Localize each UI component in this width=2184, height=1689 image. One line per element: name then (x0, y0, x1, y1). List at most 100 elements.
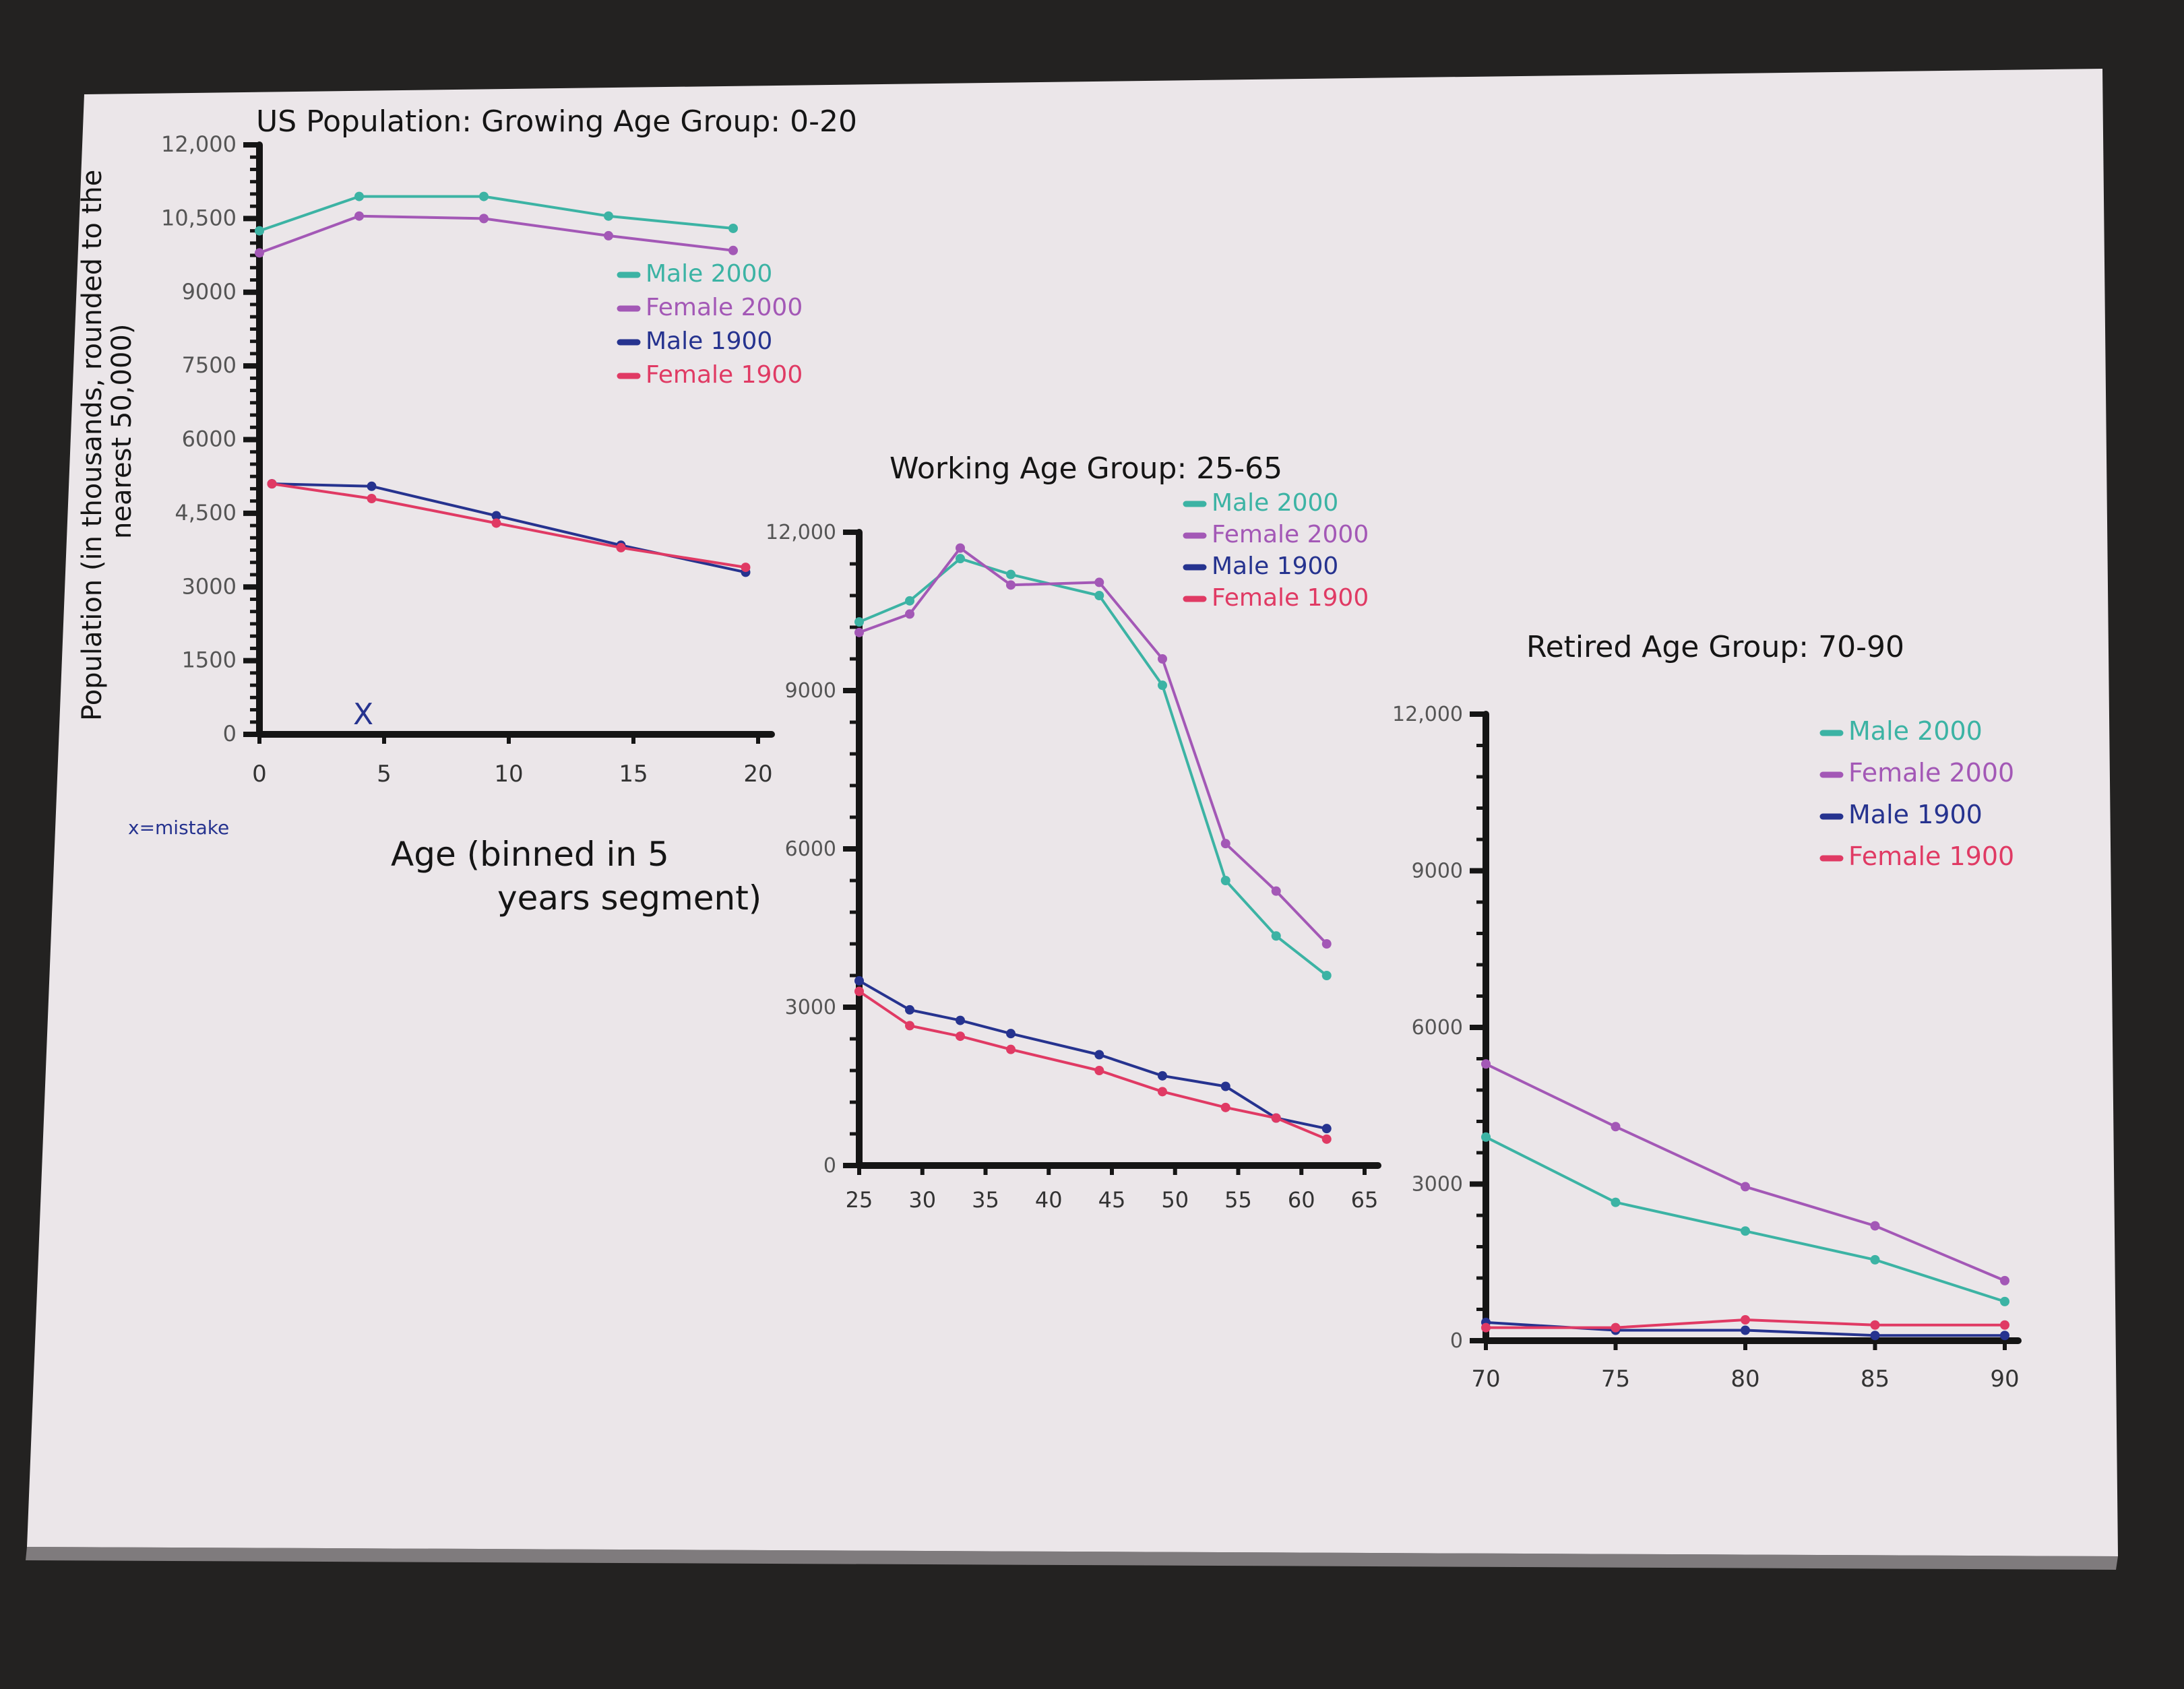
x-tick-label: 70 (1471, 1366, 1500, 1393)
paper-shadow-edge (26, 1547, 2118, 1570)
legend-label-male-2000: Male 2000 (1212, 489, 1338, 517)
y-tick-label: 6000 (182, 426, 237, 452)
data-point-female-1900 (2000, 1320, 2009, 1330)
data-point-female-1900 (1158, 1087, 1167, 1097)
data-point-female-2000 (1741, 1182, 1750, 1192)
data-point-female-1900 (1321, 1134, 1332, 1144)
data-point-male-1900 (1220, 1081, 1230, 1091)
data-point-female-1900 (367, 494, 377, 503)
x-tick-label: 60 (1288, 1187, 1315, 1213)
chart-retired-age-group: Retired Age Group: 70-90 0 3000 6000 9000 12,… (1392, 630, 2022, 1393)
data-point-female-1900 (1481, 1322, 1491, 1333)
data-point-female-2000 (905, 609, 914, 619)
x-tick-label: 10 (494, 761, 523, 788)
data-point-female-1900 (854, 986, 864, 996)
legend-label-female-1900: Female 1900 (646, 361, 803, 389)
x-tick-label: 55 (1224, 1187, 1252, 1213)
y-tick-label: 9000 (785, 679, 836, 703)
y-axis-label-line1: Population (in thousands, rounded to the (77, 170, 108, 721)
legend-label-male-1900: Male 1900 (1212, 552, 1338, 580)
legend-label-female-1900: Female 1900 (1212, 584, 1369, 612)
data-point-female-1900 (1006, 1044, 1016, 1054)
x-tick-label: 30 (908, 1187, 936, 1213)
x-tick-label: 25 (846, 1187, 873, 1213)
chart-growing-age-group: US Population: Growing Age Group: 0-20 0 1… (161, 104, 857, 788)
y-tick-label: 0 (823, 1154, 836, 1178)
legend-label-female-1900: Female 1900 (1848, 841, 2014, 871)
x-axis-label-line1: Age (binned in 5 (391, 835, 669, 874)
data-point-female-2000 (2000, 1275, 2009, 1285)
data-point-female-2000 (255, 248, 264, 258)
data-point-male-2000 (1611, 1197, 1621, 1207)
data-point-female-1900 (741, 563, 751, 573)
x-tick-label: 85 (1861, 1366, 1890, 1393)
x-tick-label: 35 (972, 1187, 999, 1213)
data-point-male-2000 (1271, 931, 1281, 941)
data-point-female-2000 (728, 245, 738, 255)
chart-working-age-group: Working Age Group: 25-65 0 3000 6000 9000 12,… (766, 451, 1381, 1213)
x-axis-label-line2: years segment) (497, 879, 761, 918)
y-tick-label: 0 (223, 721, 237, 746)
data-point-female-2000 (1220, 839, 1230, 849)
data-point-female-1900 (956, 1031, 965, 1042)
y-tick-label: 6000 (785, 837, 836, 861)
x-tick-label: 45 (1098, 1187, 1126, 1213)
y-axis-label: Population (in thousands, rounded to the… (77, 170, 137, 721)
x-tick-label: 90 (1990, 1366, 2019, 1393)
data-point-male-2000 (604, 211, 613, 221)
y-tick-label: 12,000 (766, 521, 836, 544)
y-tick-label: 12,000 (1392, 703, 1463, 726)
data-point-male-2000 (1006, 569, 1016, 579)
data-point-male-1900 (956, 1015, 965, 1025)
data-point-male-2000 (2000, 1296, 2009, 1306)
x-tick-label: 65 (1351, 1187, 1379, 1213)
data-point-female-2000 (1158, 654, 1167, 664)
data-point-female-1900 (905, 1021, 914, 1031)
y-tick-label: 3000 (182, 573, 237, 599)
legend-label-male-2000: Male 2000 (1848, 716, 1983, 746)
data-point-male-2000 (1158, 680, 1167, 691)
data-point-female-2000 (1094, 577, 1104, 587)
x-tick-label: 40 (1035, 1187, 1063, 1213)
data-point-male-1900 (1321, 1124, 1332, 1134)
data-point-male-2000 (479, 191, 489, 201)
data-point-male-2000 (956, 554, 965, 564)
data-point-male-2000 (854, 617, 864, 627)
legend-label-female-2000: Female 2000 (1212, 521, 1369, 548)
data-point-female-1900 (1741, 1315, 1750, 1325)
data-point-male-1900 (491, 511, 501, 521)
mistake-note: x=mistake (128, 817, 229, 839)
y-tick-label: 7500 (182, 352, 237, 378)
data-point-male-1900 (854, 976, 864, 986)
y-tick-label: 3000 (785, 996, 836, 1019)
data-point-female-1900 (1220, 1102, 1230, 1112)
data-point-female-1900 (1611, 1322, 1621, 1333)
x-tick-label: 50 (1161, 1187, 1189, 1213)
data-point-male-1900 (1006, 1029, 1016, 1039)
x-tick-label: 75 (1601, 1366, 1630, 1393)
data-point-female-2000 (604, 230, 613, 241)
y-tick-label: 1500 (182, 647, 237, 673)
paper-sheet (27, 69, 2118, 1556)
x-tick-label: 80 (1730, 1366, 1759, 1393)
y-axis-label-line2: nearest 50,000) (106, 324, 137, 539)
data-point-female-2000 (354, 211, 364, 221)
data-point-male-1900 (905, 1005, 914, 1015)
chart-title: Retired Age Group: 70-90 (1526, 630, 1904, 664)
data-point-female-2000 (1481, 1059, 1491, 1069)
data-point-male-1900 (1741, 1325, 1750, 1335)
y-tick-label: 0 (1450, 1329, 1463, 1353)
x-tick-label: 0 (252, 761, 267, 788)
data-point-male-2000 (1220, 876, 1230, 885)
y-tick-label: 10,500 (161, 205, 237, 230)
data-point-male-1900 (1158, 1071, 1167, 1081)
data-point-female-2000 (1870, 1221, 1880, 1231)
data-point-female-2000 (854, 627, 864, 637)
y-tick-label: 9000 (1412, 860, 1463, 883)
data-point-male-2000 (728, 223, 738, 233)
data-point-male-2000 (1870, 1254, 1880, 1265)
data-point-female-1900 (1094, 1066, 1104, 1075)
data-point-female-1900 (267, 479, 277, 489)
